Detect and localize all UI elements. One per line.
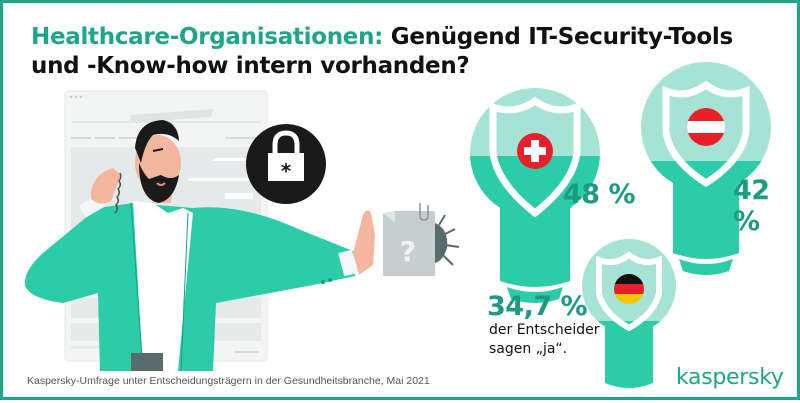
germany-flag-icon: [614, 274, 644, 304]
swiss-flag-icon: [517, 133, 553, 169]
stat-caption: der Entscheider sagen „ja“.: [489, 321, 600, 359]
bulb-germany: [582, 239, 676, 388]
source-note: Kaspersky-Umfrage unter Entscheidungsträ…: [27, 375, 430, 387]
man-on-phone-illustration: [24, 120, 375, 372]
title-highlight: Healthcare-Organisationen:: [31, 24, 384, 50]
austria-flag-icon: [687, 108, 725, 146]
illustration: * ?: [24, 62, 771, 388]
title-rest: Genügend IT-Security-Tools: [383, 24, 733, 50]
stat-austria: 42 %: [733, 175, 770, 237]
title-line-2: und -Know-how intern vorhanden?: [31, 53, 470, 79]
suspicious-file-icon: ?: [383, 203, 460, 276]
svg-text:?: ?: [400, 235, 416, 268]
caption-line-1: der Entscheider: [489, 322, 600, 338]
svg-text:*: *: [281, 159, 292, 183]
stat-switzerland: 48 %: [563, 179, 636, 210]
page-title: Healthcare-Organisationen: Genügend IT-S…: [31, 23, 733, 81]
lock-icon: *: [246, 124, 326, 204]
bulb-austria: [641, 62, 771, 275]
stat-germany: 34,7 %: [487, 291, 588, 322]
kaspersky-logo: kaspersky: [676, 365, 784, 390]
caption-line-2: sagen „ja“.: [489, 341, 568, 357]
